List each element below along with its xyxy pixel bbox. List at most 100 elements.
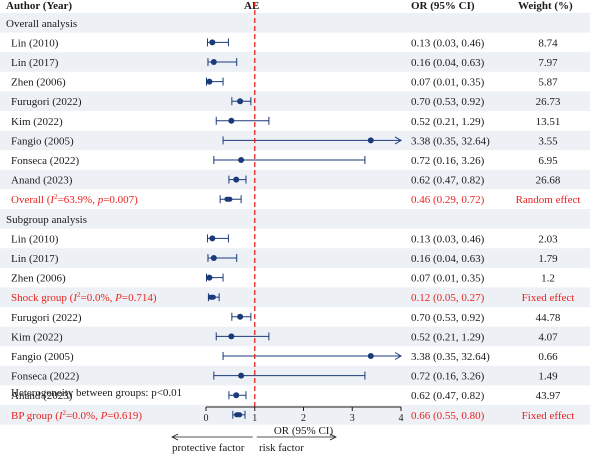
weight-value: 1.2 xyxy=(541,273,555,285)
header-ae: AE xyxy=(244,0,259,12)
weight-value: 7.97 xyxy=(538,57,558,69)
study-label: Lin (2017) xyxy=(11,57,59,69)
row-stripe xyxy=(0,13,590,33)
x-tick-label: 1 xyxy=(252,413,257,424)
or-ci-value: 0.72 (0.16, 3.26) xyxy=(411,371,485,383)
study-label: Fangio (2005) xyxy=(11,135,74,147)
study-point xyxy=(206,274,213,281)
or-ci-value: 0.13 (0.03, 0.46) xyxy=(411,233,485,245)
x-tick-label: 3 xyxy=(350,413,355,424)
study-point xyxy=(210,255,217,261)
subtotal-or-ci: 0.12 (0.05, 0.27) xyxy=(411,292,485,304)
study-point xyxy=(228,333,235,340)
protective-arrow-head xyxy=(171,433,179,441)
model-label: Random effect xyxy=(516,194,581,206)
risk-factor-label: risk factor xyxy=(259,442,304,454)
or-ci-value: 0.70 (0.53, 0.92) xyxy=(411,312,485,324)
study-point xyxy=(206,78,213,85)
summary-point xyxy=(234,412,243,418)
or-ci-value: 0.07 (0.01, 0.35) xyxy=(411,273,485,285)
study-point xyxy=(237,313,244,320)
study-label: Lin (2017) xyxy=(11,253,59,265)
row-stripe xyxy=(0,287,590,307)
weight-value: 5.87 xyxy=(538,77,558,89)
table-rows: Overall analysis Lin (2010) 0.13 (0.03, 0.… xyxy=(6,18,580,422)
study-label: Fonseca (2022) xyxy=(11,155,79,167)
subtotal-or-ci: 0.46 (0.29, 0.72) xyxy=(411,194,485,206)
heterogeneity-footnote: Heterogeneity between groups: p<0.01 xyxy=(11,387,182,399)
study-label: Zhen (2006) xyxy=(11,77,66,89)
x-axis: 0 1 2 3 4 OR (95% CI) protective factor risk fa… xyxy=(171,406,404,454)
study-point xyxy=(209,235,216,242)
study-label: Fonseca (2022) xyxy=(11,371,79,383)
x-tick-label: 2 xyxy=(301,413,306,424)
row-stripe xyxy=(0,52,590,72)
row-stripe xyxy=(0,326,590,347)
ci-overflow-arrow xyxy=(394,136,402,145)
subtotal-label: BP group (I2=0.0%, P=0.619) xyxy=(11,409,142,422)
weight-value: 6.95 xyxy=(538,155,558,167)
section-label: Subgroup analysis xyxy=(6,214,87,226)
header-or: OR (95% CI) xyxy=(411,0,475,12)
study-point xyxy=(233,392,240,399)
x-tick-label: 0 xyxy=(204,413,209,424)
row-stripe xyxy=(0,248,590,268)
or-ci-value: 0.52 (0.21, 1.29) xyxy=(411,116,485,128)
row-stripe xyxy=(0,405,590,425)
or-ci-value: 0.62 (0.47, 0.82) xyxy=(411,390,485,402)
x-tick-label: 4 xyxy=(399,413,404,424)
or-ci-value: 0.16 (0.04, 0.63) xyxy=(411,253,485,265)
study-label: Kim (2022) xyxy=(11,331,63,343)
weight-value: 13.51 xyxy=(536,116,561,128)
study-point xyxy=(237,98,244,105)
summary-point xyxy=(224,196,233,202)
x-axis-label: OR (95% CI) xyxy=(274,425,334,437)
weight-value: 1.49 xyxy=(538,371,558,383)
study-point xyxy=(238,157,245,163)
header-author: Author (Year) xyxy=(6,0,72,12)
section-label: Overall analysis xyxy=(6,18,77,30)
model-label: Fixed effect xyxy=(522,292,575,304)
subtotal-label: Shock group (I2=0.0%, P=0.714) xyxy=(11,291,157,304)
or-ci-value: 0.07 (0.01, 0.35) xyxy=(411,77,485,89)
ci-overflow-arrow xyxy=(394,352,402,360)
study-label: Anand (2023) xyxy=(11,175,73,187)
weight-value: 2.03 xyxy=(538,233,558,245)
study-label: Fangio (2005) xyxy=(11,351,74,363)
or-ci-value: 0.62 (0.47, 0.82) xyxy=(411,175,485,187)
study-point xyxy=(209,39,216,46)
protective-factor-label: protective factor xyxy=(172,442,245,454)
study-point xyxy=(238,372,245,379)
study-label: Anand (2023) xyxy=(11,390,73,402)
or-ci-value: 0.16 (0.04, 0.63) xyxy=(411,57,485,69)
row-stripe xyxy=(0,169,590,190)
study-point xyxy=(210,59,217,65)
row-stripe xyxy=(0,209,590,229)
study-label: Lin (2010) xyxy=(11,233,59,245)
weight-value: 1.79 xyxy=(538,253,558,265)
or-ci-value: 3.38 (0.35, 32.64) xyxy=(411,135,490,147)
or-ci-value: 0.13 (0.03, 0.46) xyxy=(411,37,485,49)
or-ci-value: 3.38 (0.35, 32.64) xyxy=(411,351,490,363)
study-label: Zhen (2006) xyxy=(11,273,66,285)
column-headers: Author (Year) AE OR (95% CI) Weight (%) xyxy=(6,0,573,12)
weight-value: 0.66 xyxy=(538,351,558,363)
subtotal-label: Overall (I2=63.9%, p=0.007) xyxy=(11,193,138,206)
or-ci-value: 0.70 (0.53, 0.92) xyxy=(411,96,485,108)
or-ci-value: 0.72 (0.16, 3.26) xyxy=(411,155,485,167)
weight-value: 4.07 xyxy=(538,331,558,343)
weight-value: 3.55 xyxy=(538,135,558,147)
study-label: Lin (2010) xyxy=(11,37,59,49)
or-ci-value: 0.52 (0.21, 1.29) xyxy=(411,331,485,343)
subtotal-or-ci: 0.66 (0.55, 0.80) xyxy=(411,410,485,422)
summary-point xyxy=(207,294,216,300)
study-label: Kim (2022) xyxy=(11,116,63,128)
weight-value: 44.78 xyxy=(536,312,561,324)
study-label: Furugori (2022) xyxy=(11,96,82,108)
header-weight: Weight (%) xyxy=(518,0,573,12)
risk-arrow-head xyxy=(329,433,337,441)
weight-value: 8.74 xyxy=(538,37,558,49)
model-label: Fixed effect xyxy=(522,410,575,422)
row-stripe xyxy=(0,91,590,111)
